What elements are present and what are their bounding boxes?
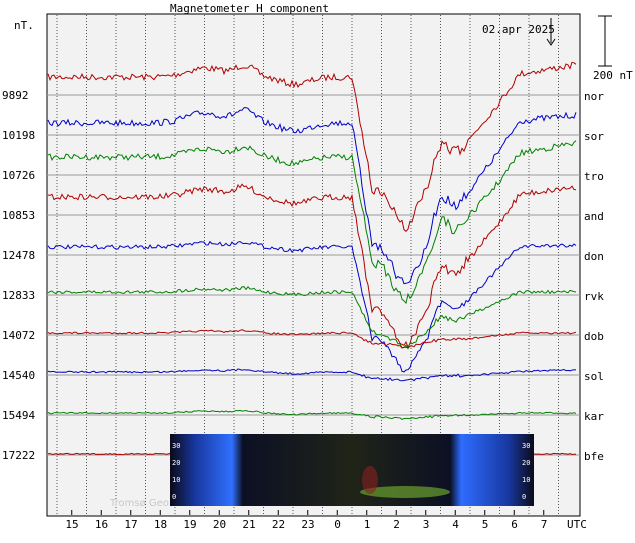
x-tick-label: 18 xyxy=(154,518,167,531)
inset-y-tick: 20 xyxy=(172,459,180,467)
x-tick-label: 21 xyxy=(242,518,255,531)
series-line-dob xyxy=(47,329,577,349)
x-tick-label: 17 xyxy=(124,518,137,531)
series-label-don: don xyxy=(584,250,604,263)
inset-y-tick: 10 xyxy=(522,476,530,484)
x-tick-label: 4 xyxy=(452,518,459,531)
series-baseline-sol: 14540 xyxy=(2,369,35,382)
aurora-band xyxy=(360,486,450,498)
x-tick-label: 3 xyxy=(423,518,430,531)
x-tick-label: 20 xyxy=(213,518,226,531)
inset-y-tick: 30 xyxy=(522,442,530,450)
series-label-nor: nor xyxy=(584,90,604,103)
date-label: 02.apr 2025 xyxy=(482,23,555,36)
keogram-image xyxy=(170,434,534,506)
x-tick-label: 15 xyxy=(65,518,78,531)
series-label-rvk: rvk xyxy=(584,290,604,303)
series-baseline-and: 10853 xyxy=(2,209,35,222)
x-tick-label: 7 xyxy=(541,518,548,531)
plot-area xyxy=(46,13,581,517)
series-baseline-rvk: 12833 xyxy=(2,289,35,302)
series-label-bfe: bfe xyxy=(584,450,604,463)
scale-bar-label: 200 nT xyxy=(593,69,633,82)
series-baseline-nor: 9892 xyxy=(2,89,29,102)
series-baseline-kar: 15494 xyxy=(2,409,35,422)
inset-y-tick: 10 xyxy=(172,476,180,484)
series-line-and xyxy=(47,183,577,349)
series-line-tro xyxy=(47,140,577,305)
x-tick-label: 19 xyxy=(183,518,196,531)
series-line-sol xyxy=(47,368,577,382)
x-tick-label: 2 xyxy=(393,518,400,531)
inset-y-tick: 30 xyxy=(172,442,180,450)
x-tick-label: 0 xyxy=(334,518,341,531)
series-label-dob: dob xyxy=(584,330,604,343)
series-baseline-bfe: 17222 xyxy=(2,449,35,462)
x-unit-label: UTC xyxy=(567,518,587,531)
series-baseline-sor: 10198 xyxy=(2,129,35,142)
series-line-rvk xyxy=(47,286,577,350)
x-tick-label: 1 xyxy=(364,518,371,531)
series-baseline-tro: 10726 xyxy=(2,169,35,182)
x-tick-label: 22 xyxy=(272,518,285,531)
x-tick-label: 23 xyxy=(301,518,314,531)
scale-bar xyxy=(598,15,612,67)
series-baseline-don: 12478 xyxy=(2,249,35,262)
series-label-kar: kar xyxy=(584,410,604,423)
series-line-don xyxy=(47,240,577,373)
inset-y-tick: 20 xyxy=(522,459,530,467)
y-unit-label: nT. xyxy=(14,19,34,32)
series-line-kar xyxy=(47,409,577,420)
series-baseline-dob: 14072 xyxy=(2,329,35,342)
aurora-red xyxy=(362,466,378,494)
x-tick-label: 16 xyxy=(95,518,108,531)
chart-title: Magnetometer H component xyxy=(170,2,329,15)
watermark: Tromsø Geo xyxy=(109,498,169,509)
inset-y-tick: 0 xyxy=(172,493,176,501)
series-label-sor: sor xyxy=(584,130,604,143)
series-line-nor xyxy=(47,61,577,232)
inset-y-tick: 0 xyxy=(522,493,526,501)
series-line-sor xyxy=(47,107,577,285)
series-label-tro: tro xyxy=(584,170,604,183)
series-label-and: and xyxy=(584,210,604,223)
series-label-sol: sol xyxy=(584,370,604,383)
x-tick-label: 5 xyxy=(482,518,489,531)
date-arrow xyxy=(546,18,556,46)
x-tick-label: 6 xyxy=(511,518,518,531)
